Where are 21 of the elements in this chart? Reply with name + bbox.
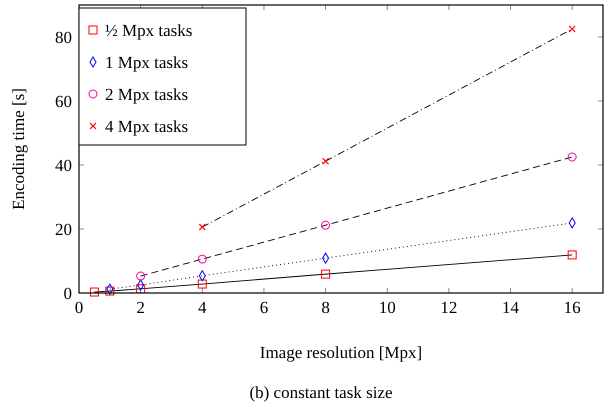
legend-label: 1 Mpx tasks (105, 53, 188, 72)
y-axis-title: Encoding time [s] (9, 88, 28, 210)
x-tick-label: 6 (260, 298, 268, 317)
legend-label: 4 Mpx tasks (105, 117, 188, 136)
x-tick-label: 4 (198, 298, 208, 317)
x-axis-title: Image resolution [Mpx] (260, 343, 422, 362)
y-tick-label: 20 (55, 220, 72, 239)
text: (b) constant task size (249, 383, 393, 402)
y-tick-label: 60 (55, 92, 72, 111)
legend-label: 2 Mpx tasks (105, 85, 188, 104)
x-tick-label: 16 (564, 298, 581, 317)
y-tick-label: 40 (55, 156, 72, 175)
x-tick-label: 2 (136, 298, 145, 317)
y-tick-label: 0 (64, 284, 72, 303)
x-tick-label: 10 (378, 298, 396, 317)
x-tick-label: 12 (440, 298, 458, 317)
x-tick-label: 0 (74, 298, 84, 317)
x-tick-label: 8 (321, 298, 330, 317)
legend-label: ½ Mpx tasks (105, 21, 192, 40)
y-tick-label: 80 (55, 28, 72, 47)
x-tick-label: 14 (502, 298, 520, 317)
